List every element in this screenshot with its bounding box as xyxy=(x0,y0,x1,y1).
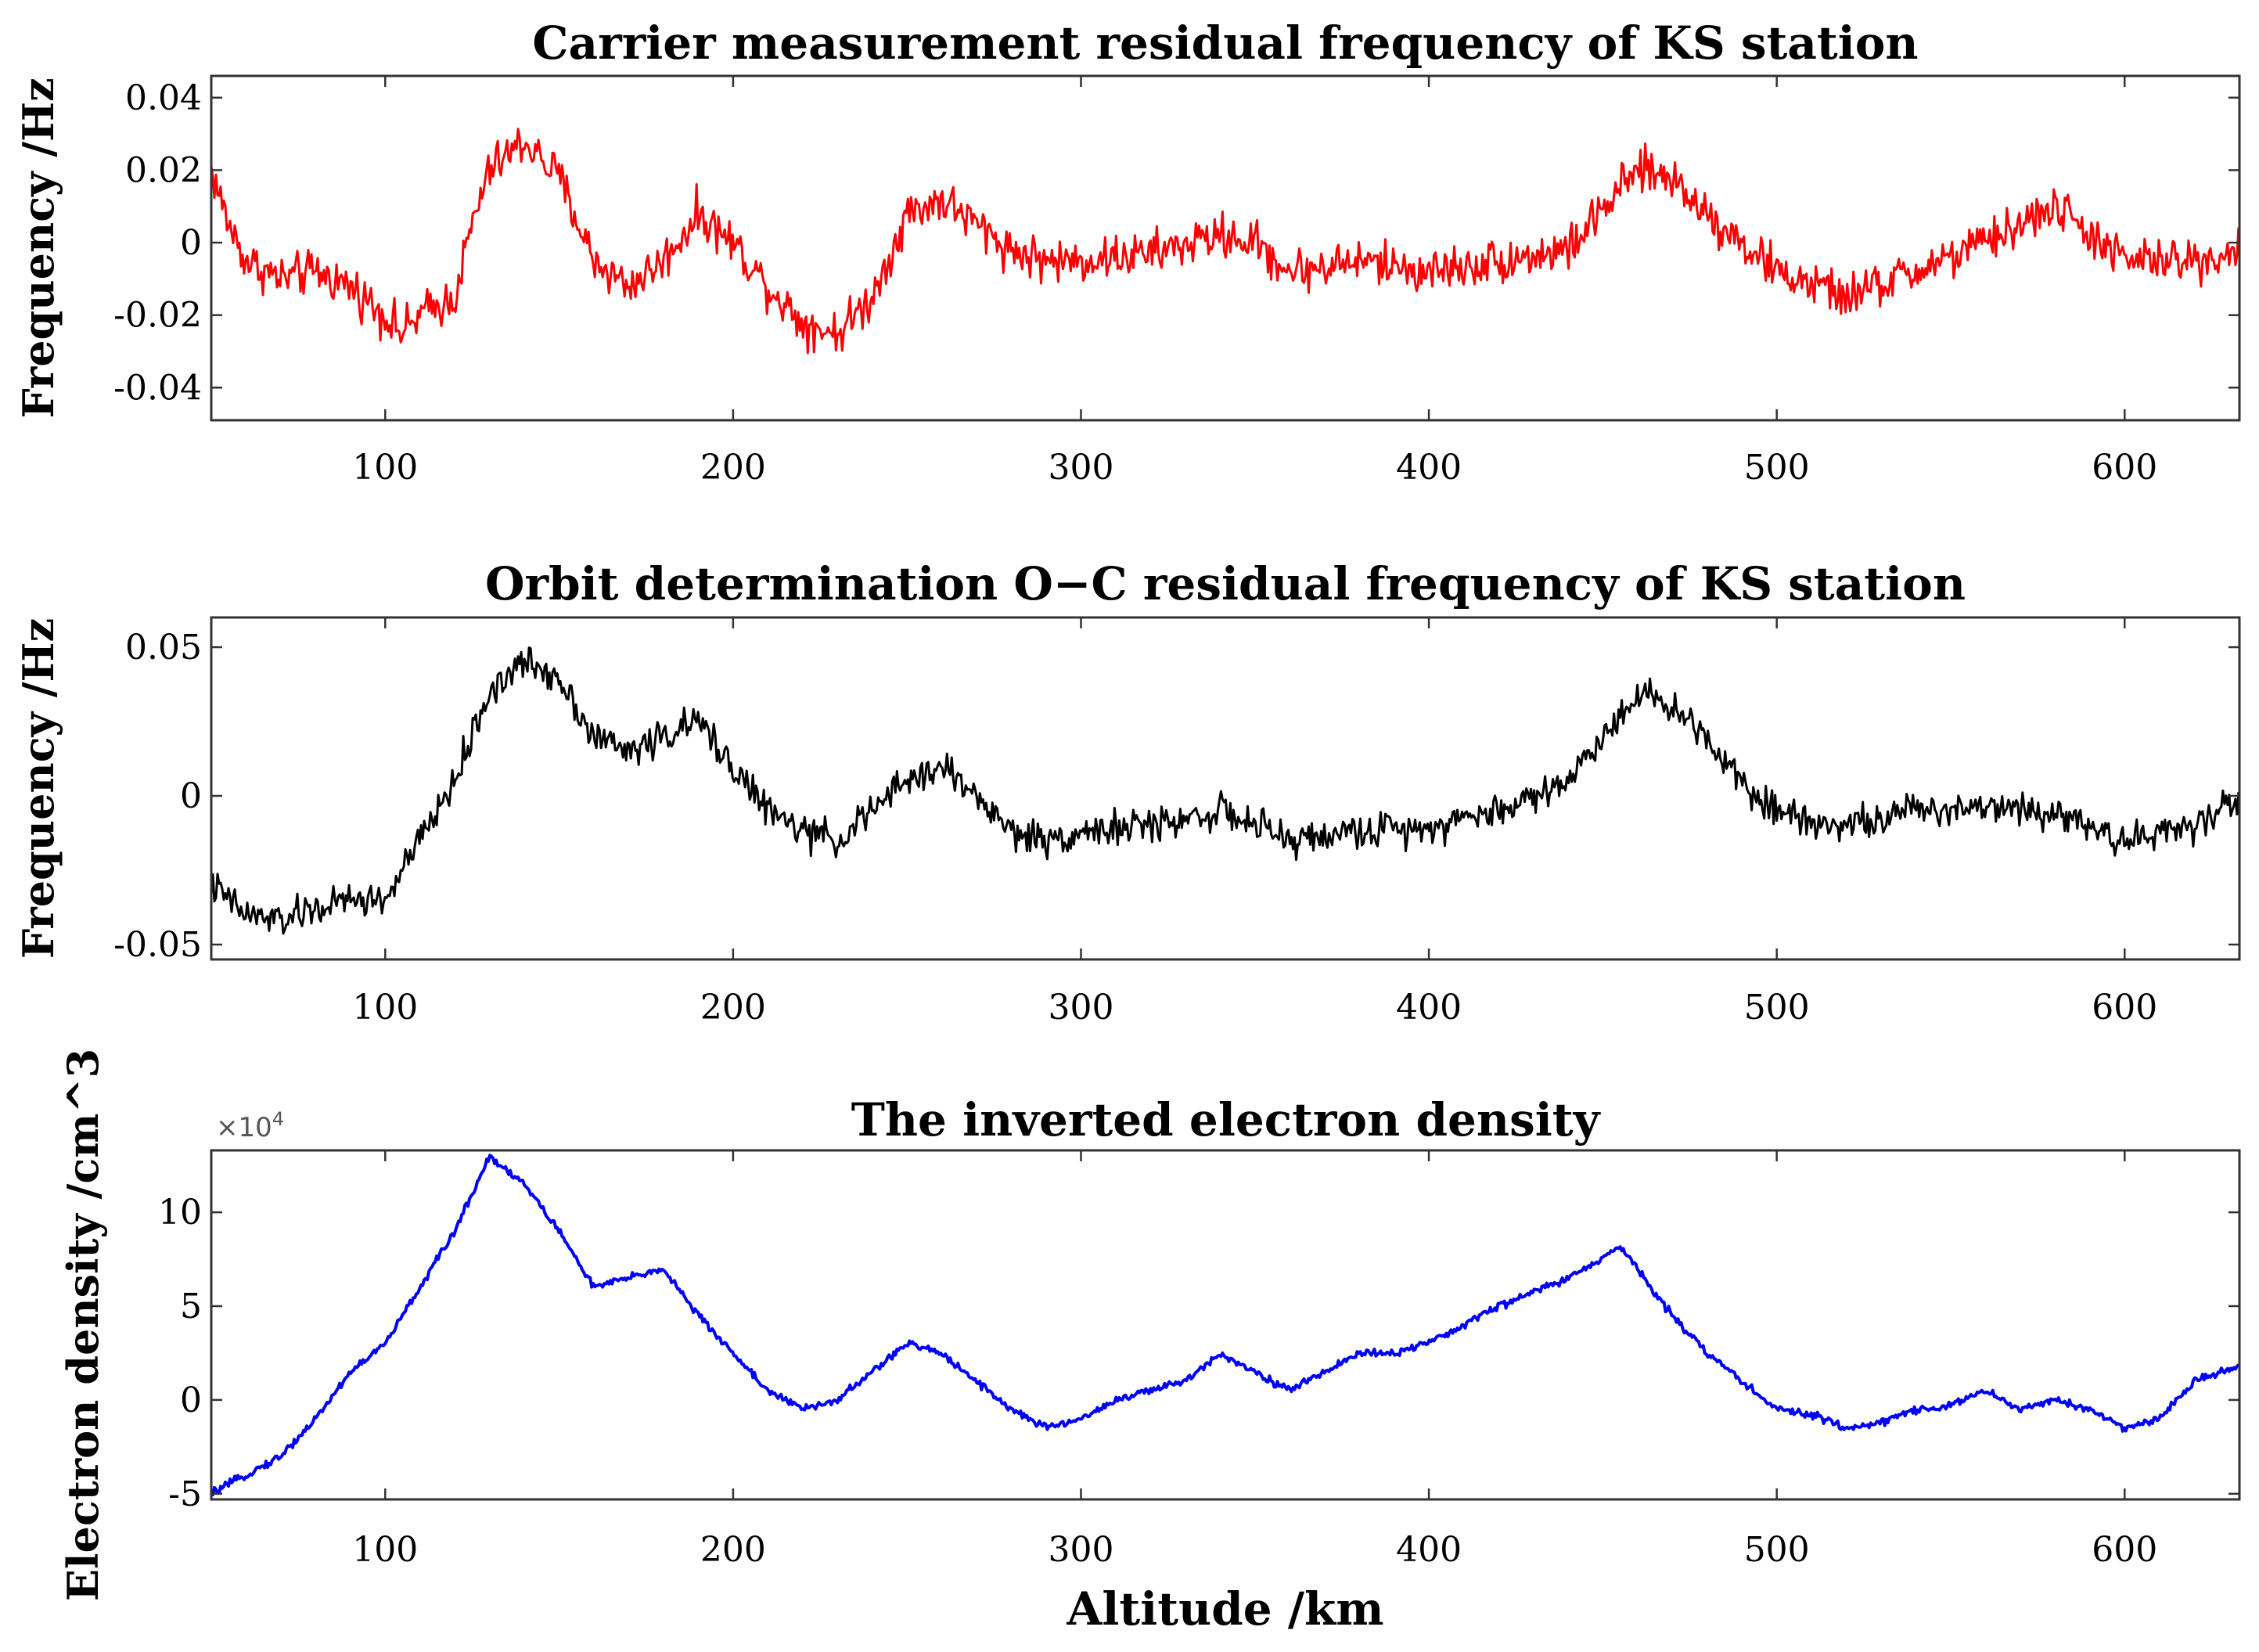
x-tick-label: 200 xyxy=(700,1530,766,1570)
x-tick-label: 100 xyxy=(352,448,418,488)
y-tick-label: 0.05 xyxy=(125,628,202,668)
x-tick-label: 500 xyxy=(1744,1530,1810,1570)
x-tick-label: 200 xyxy=(700,988,766,1028)
x-axis-label: Altitude /km xyxy=(1066,1582,1383,1636)
y-axis-label: Electron density /cm^3 xyxy=(58,1049,108,1601)
y-tick-label: 10 xyxy=(158,1193,202,1233)
chart-panel-1: 100 200 300 400 500 600 -0.04 -0.02 0 0.02 0.04 Car… xyxy=(13,16,2241,488)
x-tick-label: 400 xyxy=(1396,988,1462,1028)
chart-title: Carrier measurement residual frequency o… xyxy=(532,16,1918,70)
x-tick-label: 300 xyxy=(1049,448,1114,488)
y-tick-label: -0.04 xyxy=(113,368,202,408)
y-tick-label: -5 xyxy=(168,1474,202,1514)
x-tick-label: 600 xyxy=(2092,1530,2157,1570)
x-tick-label: 400 xyxy=(1396,1530,1462,1570)
chart-panel-2: 100 200 300 400 500 600 -0.05 0 0.05 Orbit determ… xyxy=(13,557,2241,1028)
y-tick-label: -0.02 xyxy=(113,296,202,336)
plot-frame xyxy=(210,74,2241,422)
x-tick-label: 600 xyxy=(2092,988,2157,1028)
plot-frame xyxy=(210,1149,2241,1501)
x-tick-label: 500 xyxy=(1744,448,1810,488)
chart-title: Orbit determination O−C residual frequen… xyxy=(485,557,1966,610)
x-tick-label: 300 xyxy=(1049,1530,1114,1570)
x-tick-label: 300 xyxy=(1049,988,1114,1028)
y-tick-label: 0 xyxy=(180,1380,202,1420)
y-exponent-label: ×104 xyxy=(216,1108,284,1143)
y-tick-label: -0.05 xyxy=(113,925,202,965)
y-tick-label: 0 xyxy=(180,223,202,263)
y-tick-label: 0 xyxy=(180,776,202,816)
chart-panel-3: 100 200 300 400 500 600 -5 0 5 10 The inverted ele… xyxy=(58,1049,2241,1636)
x-tick-label: 100 xyxy=(352,988,418,1028)
series-line-2 xyxy=(211,646,2239,935)
y-tick-label: 5 xyxy=(180,1287,202,1326)
y-tick-label: 0.02 xyxy=(125,150,202,190)
x-tick-label: 400 xyxy=(1396,448,1462,488)
x-tick-label: 600 xyxy=(2092,448,2157,488)
y-axis-label: Frequency /Hz xyxy=(13,77,63,418)
chart-title: The inverted electron density xyxy=(851,1093,1602,1146)
x-tick-label: 500 xyxy=(1744,988,1810,1028)
y-tick-label: 0.04 xyxy=(125,78,202,118)
x-tick-label: 100 xyxy=(352,1530,418,1570)
x-tick-label: 200 xyxy=(700,448,766,488)
plot-frame xyxy=(210,616,2241,961)
y-axis-label: Frequency /Hz xyxy=(13,618,63,959)
series-line-1 xyxy=(211,128,2239,355)
series-line-3 xyxy=(211,1154,2239,1497)
